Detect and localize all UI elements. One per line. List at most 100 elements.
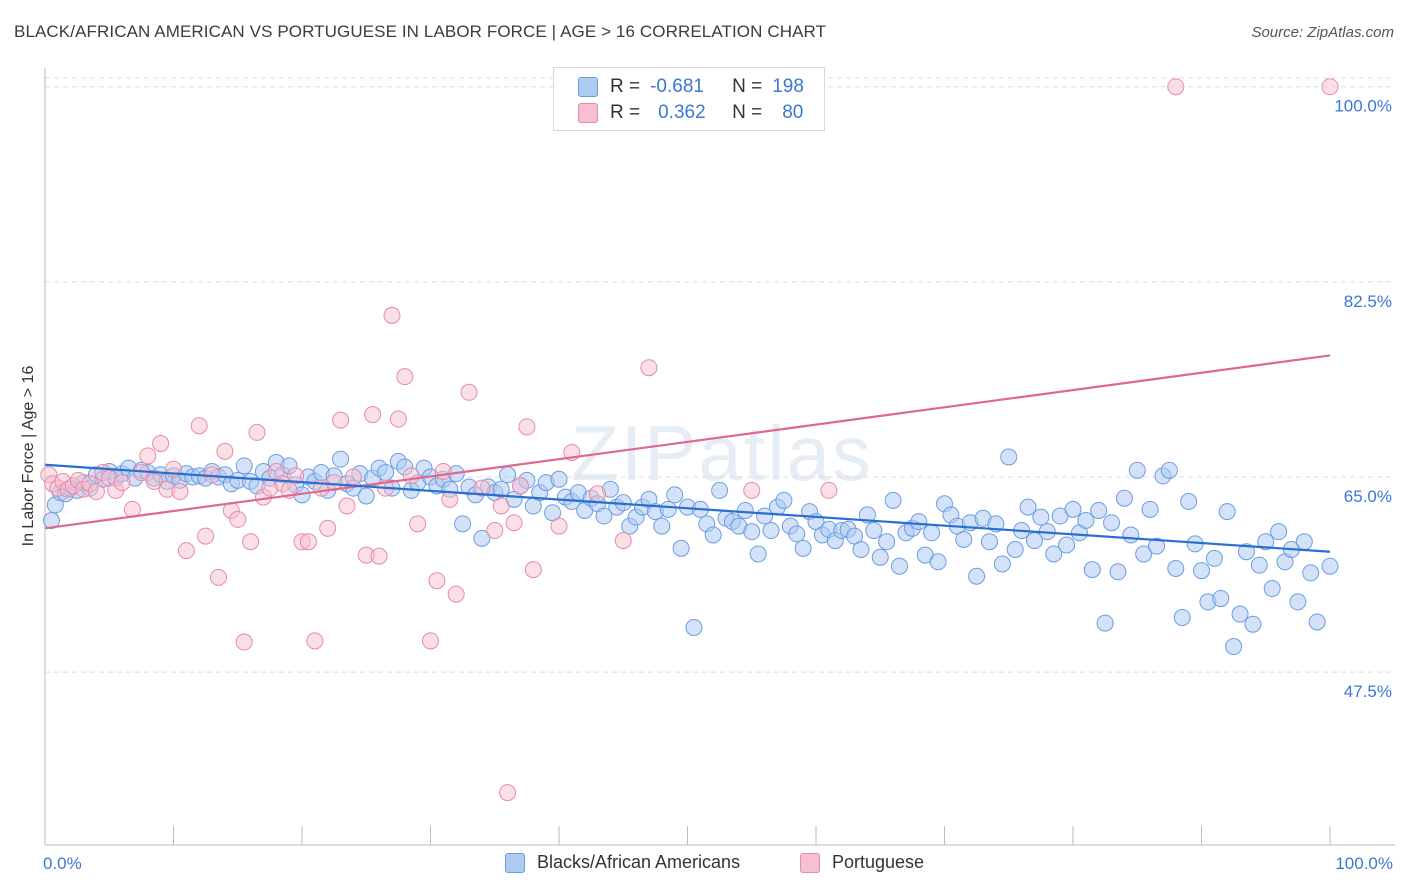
data-point-blacks [1032, 508, 1050, 526]
data-point-portuguese [441, 490, 459, 508]
data-point-blacks [672, 539, 690, 557]
data-point-blacks [884, 491, 902, 509]
data-point-blacks [1321, 557, 1339, 575]
r-value: -0.681 [650, 76, 704, 97]
data-point-blacks [736, 501, 754, 519]
data-point-blacks [788, 525, 806, 543]
data-point-blacks [1006, 540, 1024, 558]
data-point-blacks [871, 548, 889, 566]
data-point-portuguese [145, 472, 163, 490]
trend-line-portuguese [44, 354, 1331, 530]
data-point-portuguese [248, 423, 266, 441]
data-point-portuguese [396, 368, 414, 386]
data-point-blacks [993, 555, 1011, 573]
data-point-portuguese [402, 467, 420, 485]
data-point-blacks [1109, 563, 1127, 581]
data-point-portuguese [364, 406, 382, 424]
data-point-portuguese [319, 519, 337, 537]
r-label: R = [610, 76, 641, 97]
data-point-blacks [878, 533, 896, 551]
data-point-portuguese [383, 306, 401, 324]
data-point-blacks [1045, 545, 1063, 563]
x-tick-label: 0.0% [43, 854, 82, 873]
n-label: N = [732, 102, 763, 123]
data-point-blacks [473, 529, 491, 547]
data-point-blacks [794, 539, 812, 557]
data-point-blacks [1218, 503, 1236, 521]
data-point-blacks [659, 500, 677, 518]
data-point-blacks [704, 526, 722, 544]
data-point-portuguese [113, 474, 131, 492]
data-point-portuguese [640, 359, 658, 377]
data-point-blacks [1160, 461, 1178, 479]
data-point-blacks [685, 619, 703, 637]
data-point-portuguese [287, 467, 305, 485]
data-point-blacks [235, 457, 253, 475]
data-point-blacks [955, 530, 973, 548]
data-point-blacks [1122, 526, 1140, 544]
data-point-blacks [865, 522, 883, 540]
data-point-portuguese [524, 561, 542, 579]
data-point-blacks [1141, 500, 1159, 518]
data-point-blacks [1128, 461, 1146, 479]
data-point-blacks [332, 450, 350, 468]
data-point-blacks [1077, 512, 1095, 530]
data-point-blacks [1173, 609, 1191, 627]
y-tick-label: 82.5% [1344, 292, 1392, 311]
data-point-blacks [891, 557, 909, 575]
legend-item-portuguese: Portuguese [800, 852, 924, 873]
data-point-blacks [454, 515, 472, 533]
data-point-portuguese [614, 532, 632, 550]
data-point-blacks [852, 540, 870, 558]
legend-row-portuguese: R = 0.362 N = 80 [578, 100, 803, 126]
data-point-portuguese [389, 410, 407, 428]
data-point-portuguese [235, 633, 253, 651]
data-point-blacks [653, 517, 671, 535]
y-tick-label: 100.0% [1334, 97, 1392, 116]
data-point-portuguese [229, 510, 247, 528]
data-point-portuguese [1321, 78, 1339, 96]
data-point-portuguese [1167, 78, 1185, 96]
data-point-blacks [749, 545, 767, 563]
data-point-portuguese [139, 447, 157, 465]
data-point-blacks [980, 533, 998, 551]
data-point-blacks [1096, 614, 1114, 632]
data-point-blacks [1257, 533, 1275, 551]
data-point-blacks [1263, 580, 1281, 598]
tick-labels: 47.5% 65.0% 82.5% 100.0% 0.0% 100.0% [43, 97, 1393, 873]
legend-label: Blacks/African Americans [537, 852, 741, 872]
data-point-blacks [1302, 564, 1320, 582]
chart-title: BLACK/AFRICAN AMERICAN VS PORTUGUESE IN … [14, 22, 827, 41]
data-point-portuguese [434, 462, 452, 480]
data-point-blacks [743, 523, 761, 541]
data-point-portuguese [409, 515, 427, 533]
data-point-portuguese [344, 468, 362, 486]
trend-line-blacks [44, 463, 1331, 553]
n-value: 198 [772, 76, 804, 97]
data-point-blacks [1250, 556, 1268, 574]
data-point-blacks [1237, 543, 1255, 561]
legend-item-blacks: Blacks/African Americans [505, 852, 740, 873]
data-point-blacks [923, 524, 941, 542]
data-point-portuguese [499, 784, 517, 802]
data-point-portuguese [505, 514, 523, 532]
data-point-portuguese [473, 479, 491, 497]
data-point-blacks [1212, 590, 1230, 608]
data-point-blacks [1308, 613, 1326, 631]
data-point-portuguese [820, 481, 838, 499]
data-point-blacks [1193, 562, 1210, 580]
data-point-blacks [929, 553, 947, 571]
gridlines [45, 77, 1395, 673]
data-point-blacks [666, 486, 684, 504]
data-point-portuguese [242, 533, 260, 551]
y-tick-label: 65.0% [1344, 487, 1392, 506]
data-point-blacks [1167, 559, 1185, 577]
data-point-blacks [1244, 615, 1262, 633]
pink-swatch [800, 852, 820, 873]
data-point-portuguese [428, 572, 446, 590]
data-point-blacks [357, 487, 375, 505]
data-point-blacks [377, 464, 395, 482]
data-point-portuguese [460, 383, 478, 401]
series-portuguese [40, 78, 1339, 802]
